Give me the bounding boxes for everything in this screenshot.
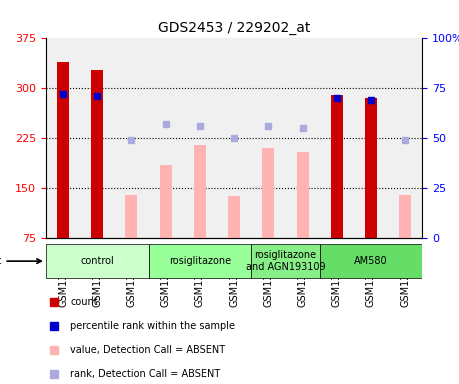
FancyBboxPatch shape	[251, 244, 319, 278]
Bar	[228, 196, 240, 238]
Text: rank, Detection Call = ABSENT: rank, Detection Call = ABSENT	[70, 369, 220, 379]
Text: rosiglitazone
and AGN193109: rosiglitazone and AGN193109	[246, 250, 325, 272]
Bar	[91, 70, 103, 238]
FancyBboxPatch shape	[46, 244, 149, 278]
Bar	[125, 195, 137, 238]
Text: control: control	[80, 256, 114, 266]
Bar	[297, 152, 308, 238]
Bar	[331, 95, 343, 238]
Text: rosiglitazone: rosiglitazone	[169, 256, 231, 266]
Bar	[365, 98, 377, 238]
Bar	[194, 145, 206, 238]
Bar	[160, 165, 172, 238]
Text: AM580: AM580	[354, 256, 388, 266]
FancyBboxPatch shape	[149, 244, 251, 278]
Text: count: count	[70, 297, 98, 308]
Text: value, Detection Call = ABSENT: value, Detection Call = ABSENT	[70, 345, 225, 356]
Bar	[399, 195, 411, 238]
Text: percentile rank within the sample: percentile rank within the sample	[70, 321, 235, 331]
Text: agent: agent	[0, 256, 41, 266]
Title: GDS2453 / 229202_at: GDS2453 / 229202_at	[158, 21, 310, 35]
FancyBboxPatch shape	[319, 244, 422, 278]
Bar	[57, 62, 69, 238]
Bar	[263, 148, 274, 238]
